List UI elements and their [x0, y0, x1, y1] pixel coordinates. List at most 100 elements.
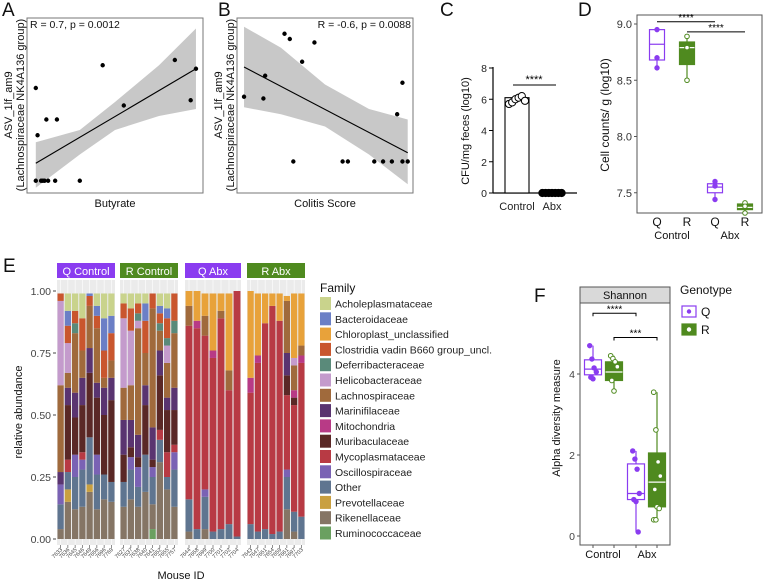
e-bar-segment	[209, 531, 217, 539]
e-bar-segment	[156, 313, 163, 324]
c-y-tick-label: 2	[481, 157, 487, 169]
e-bar-segment	[156, 350, 163, 376]
f-group-4-data-point	[653, 517, 659, 523]
e-bar-segment	[233, 291, 241, 537]
e-bar-segment	[72, 417, 79, 455]
e-bar-segment	[93, 328, 100, 383]
e-legend-label: Rikenellaceae	[335, 513, 401, 525]
e-legend-label: Lachnospiraceae	[335, 390, 415, 402]
e-bar-segment	[57, 529, 64, 539]
e-bar-segment	[101, 499, 108, 539]
e-bar-segment	[101, 350, 108, 378]
b-ylabel: ASV_1lf_am9	[213, 71, 225, 138]
f-significance-bracket	[613, 337, 658, 341]
d-group-1-data-point	[654, 26, 660, 33]
e-bar-segment	[171, 506, 178, 539]
e-bar-segment	[101, 318, 108, 351]
b-ylabel-2: (Lachnospiraceae NK4A136 group)	[225, 19, 237, 191]
d-y-tick-label: 7.5	[617, 188, 632, 200]
e-bar-segment	[171, 452, 178, 470]
e-bar-segment	[193, 328, 201, 530]
f-ylabel: Alpha diversity measure	[551, 359, 563, 476]
e-bar-segment	[291, 397, 298, 406]
e-legend-swatch	[320, 450, 331, 463]
e-bar-segment	[283, 375, 290, 396]
e-bar-segment	[142, 405, 149, 455]
e-bar-segment	[291, 293, 298, 358]
panel-letter-c: C	[440, 0, 454, 21]
d-group-3-data-point	[712, 178, 718, 185]
e-bar-segment	[269, 293, 276, 306]
e-bar-segment	[254, 293, 261, 356]
e-bar-segment	[79, 350, 86, 378]
e-bar-segment	[93, 315, 100, 329]
d-group-1-data-point	[654, 55, 660, 61]
e-bar-segment	[156, 305, 163, 314]
e-bar-segment	[101, 387, 108, 415]
e-bar-segment	[79, 469, 86, 507]
e-bar-segment	[120, 419, 127, 455]
e-bar-segment	[72, 454, 79, 477]
e-bar-segment	[127, 447, 134, 458]
e-bar-segment	[135, 293, 142, 304]
e-bar-segment	[209, 350, 217, 358]
d-plot-border	[636, 14, 763, 214]
f-group-1-data-point	[593, 369, 599, 375]
f-group-3-data-point	[636, 490, 642, 497]
e-legend-swatch	[320, 327, 331, 341]
e-bar-segment	[93, 454, 100, 475]
b-scatter-point	[380, 159, 386, 164]
e-bar-segment	[101, 474, 108, 500]
e-legend-title: Family	[320, 281, 355, 295]
e-legend-swatch	[320, 465, 331, 479]
a-scatter-point	[188, 98, 193, 103]
e-bar-segment	[142, 293, 149, 304]
e-bar-segment	[108, 315, 115, 334]
e-bar-segment	[164, 338, 171, 346]
e-bar-segment	[262, 529, 269, 539]
b-scatter-point	[299, 59, 305, 64]
b-scatter-point	[291, 159, 296, 164]
c-x-tick-label: Abx	[543, 201, 562, 213]
c-significance-label: ****	[525, 74, 543, 86]
b-scatter-point	[262, 73, 268, 78]
e-bar-segment	[149, 427, 156, 460]
f-legend-key-point	[686, 309, 692, 314]
a-scatter-point	[42, 178, 47, 183]
d-group-4-data-point	[742, 210, 748, 216]
e-ylabel: relative abundance	[13, 366, 25, 459]
c-ylabel: CFU/mg feces (log10)	[460, 77, 472, 185]
panel-letter-d: D	[578, 0, 592, 21]
e-bar-segment	[142, 454, 149, 492]
c-bar-control	[504, 97, 530, 194]
e-bar-segment	[120, 293, 127, 304]
e-bar-segment	[57, 293, 64, 301]
e-bar-segment	[171, 444, 178, 453]
e-bar-segment	[135, 467, 142, 487]
e-bar-segment	[247, 524, 254, 539]
d-x-tick-label: R	[741, 215, 750, 229]
e-bar-segment	[233, 536, 241, 539]
e-bar-segment	[193, 291, 201, 321]
e-bar-segment	[217, 293, 225, 311]
b-scatter-point	[389, 159, 395, 164]
e-bar-segment	[225, 370, 233, 391]
e-bar-segment	[127, 457, 134, 470]
f-group-4-data-point	[652, 486, 658, 493]
e-bar-segment	[142, 491, 149, 539]
e-bar-segment	[201, 293, 209, 316]
d-group-4-data-point	[742, 203, 748, 210]
panel-letter-a: A	[2, 0, 15, 21]
f-group-1-data-point	[591, 365, 597, 371]
e-bar-segment	[164, 410, 171, 453]
f-group-4-data-point	[650, 389, 657, 396]
e-bar-segment	[135, 320, 142, 329]
e-bar-segment	[201, 335, 209, 490]
f-group-2-data-point	[609, 377, 615, 384]
d-y-tick-label: 8.5	[617, 75, 632, 87]
e-bar-segment	[127, 308, 134, 331]
e-bar-segment	[171, 320, 178, 334]
e-bar-segment	[298, 293, 305, 346]
d-x-tick-label: Q	[652, 215, 661, 229]
f-group-4-data-point	[653, 427, 659, 433]
